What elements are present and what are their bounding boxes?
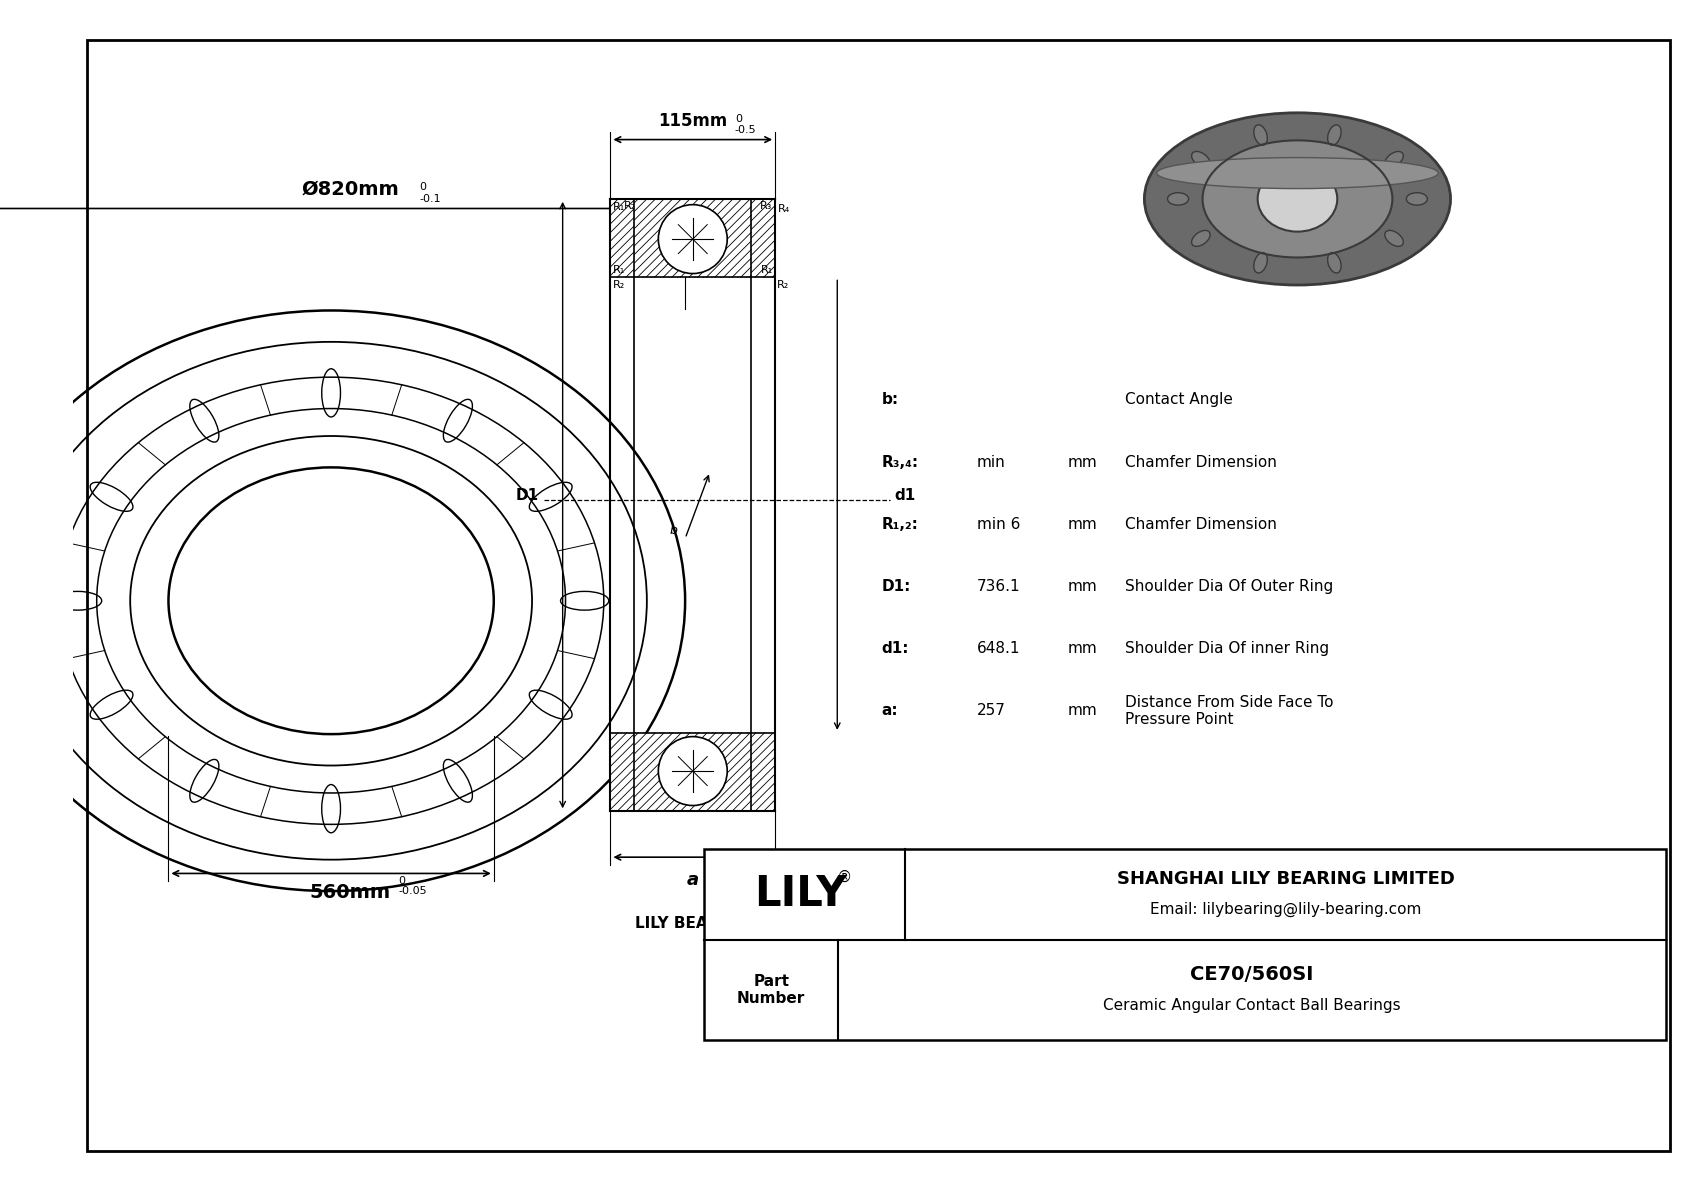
Ellipse shape — [1202, 141, 1393, 257]
Text: -0.5: -0.5 — [734, 125, 756, 135]
Text: R₂: R₂ — [613, 280, 625, 291]
Bar — [611, 732, 775, 811]
Text: Part
Number: Part Number — [738, 974, 805, 1006]
Text: Contact Angle: Contact Angle — [1125, 392, 1233, 407]
Bar — [635, 732, 751, 811]
Text: R₁: R₁ — [613, 264, 625, 274]
Text: Chamfer Dimension: Chamfer Dimension — [1125, 455, 1276, 469]
Text: Email: lilybearing@lily-bearing.com: Email: lilybearing@lily-bearing.com — [1150, 903, 1421, 917]
Text: Distance From Side Face To
Pressure Point: Distance From Side Face To Pressure Poin… — [1125, 694, 1334, 727]
Text: R₃,₄:: R₃,₄: — [881, 455, 918, 469]
Text: b:: b: — [881, 392, 898, 407]
Text: SHANGHAI LILY BEARING LIMITED: SHANGHAI LILY BEARING LIMITED — [1116, 871, 1455, 888]
Ellipse shape — [1192, 151, 1211, 168]
Text: Chamfer Dimension: Chamfer Dimension — [1125, 517, 1276, 531]
Bar — [635, 199, 751, 278]
Text: R₁: R₁ — [761, 264, 773, 274]
Ellipse shape — [1157, 157, 1438, 188]
Text: -0.05: -0.05 — [397, 886, 426, 896]
Text: min: min — [977, 455, 1005, 469]
Ellipse shape — [1327, 125, 1340, 145]
Text: 560mm: 560mm — [310, 883, 391, 902]
Bar — [635, 199, 751, 278]
Text: R₄: R₄ — [778, 204, 790, 213]
Text: -0.1: -0.1 — [419, 194, 441, 204]
Text: 648.1: 648.1 — [977, 641, 1021, 656]
Text: LILY: LILY — [754, 873, 845, 916]
Text: mm: mm — [1068, 641, 1098, 656]
Bar — [635, 732, 751, 811]
Text: mm: mm — [1068, 455, 1098, 469]
Circle shape — [658, 205, 727, 274]
Ellipse shape — [1145, 113, 1450, 285]
Text: d1: d1 — [894, 488, 916, 503]
Text: 0: 0 — [419, 182, 426, 193]
Ellipse shape — [1167, 193, 1189, 205]
Text: 257: 257 — [977, 704, 1005, 718]
Circle shape — [658, 736, 727, 805]
Ellipse shape — [1192, 230, 1211, 247]
Ellipse shape — [1406, 193, 1428, 205]
Ellipse shape — [1384, 151, 1403, 168]
Text: R₂: R₂ — [623, 201, 637, 211]
Ellipse shape — [1384, 230, 1403, 247]
Bar — [611, 199, 775, 278]
Text: b: b — [670, 524, 677, 537]
Text: min 6: min 6 — [977, 517, 1021, 531]
Text: 115mm: 115mm — [658, 112, 727, 130]
Text: Ceramic Angular Contact Ball Bearings: Ceramic Angular Contact Ball Bearings — [1103, 998, 1401, 1014]
Text: Shoulder Dia Of inner Ring: Shoulder Dia Of inner Ring — [1125, 641, 1329, 656]
Ellipse shape — [1255, 252, 1268, 273]
Text: CE70/560SI: CE70/560SI — [1191, 966, 1314, 984]
Text: R₁,₂:: R₁,₂: — [881, 517, 918, 531]
Text: R₁: R₁ — [613, 201, 626, 212]
Text: ®: ® — [837, 869, 852, 885]
Ellipse shape — [1255, 125, 1268, 145]
Text: 736.1: 736.1 — [977, 579, 1021, 594]
Text: mm: mm — [1068, 579, 1098, 594]
Text: 0: 0 — [397, 877, 406, 886]
Text: R₃: R₃ — [759, 201, 773, 211]
Text: LILY BEARING: LILY BEARING — [635, 917, 751, 931]
Text: Ø820mm: Ø820mm — [301, 180, 399, 199]
Text: D1:: D1: — [881, 579, 911, 594]
Bar — [611, 199, 775, 811]
Text: R₂: R₂ — [776, 280, 790, 291]
Text: mm: mm — [1068, 704, 1098, 718]
Ellipse shape — [1327, 252, 1340, 273]
Text: a:: a: — [881, 704, 898, 718]
Ellipse shape — [1258, 167, 1337, 231]
Text: Shoulder Dia Of Outer Ring: Shoulder Dia Of Outer Ring — [1125, 579, 1334, 594]
Bar — [704, 848, 1665, 1040]
Text: a: a — [687, 871, 699, 888]
Text: D1: D1 — [515, 488, 539, 503]
Text: mm: mm — [1068, 517, 1098, 531]
Text: d1:: d1: — [881, 641, 909, 656]
Text: 0: 0 — [734, 113, 743, 124]
